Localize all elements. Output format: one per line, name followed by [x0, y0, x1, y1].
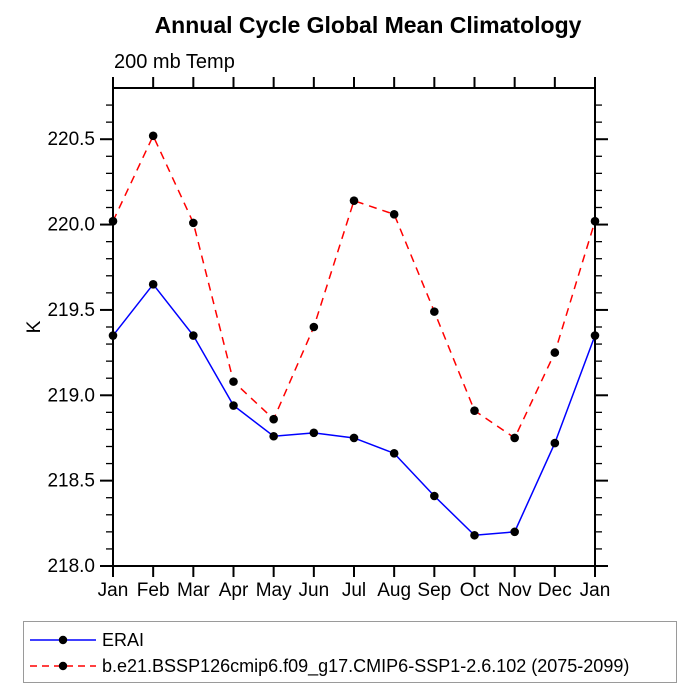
data-point-model — [510, 433, 519, 443]
data-point-erai — [108, 331, 118, 340]
legend-item-erai: ERAI — [30, 627, 676, 653]
data-point-model — [389, 210, 399, 219]
data-point-model — [550, 348, 560, 357]
data-point-erai — [309, 428, 319, 438]
data-point-erai — [269, 431, 278, 441]
model-line — [112, 134, 596, 440]
legend-label-erai: ERAI — [102, 629, 145, 650]
legend-item-model: b.e21.BSSP126cmip6.f09_g17.CMIP6-SSP1-2.… — [30, 653, 676, 679]
x-tick-label: Apr — [219, 580, 249, 601]
x-tick-label: Aug — [377, 580, 411, 601]
x-tick-label: Dec — [538, 580, 572, 601]
chart-title: Annual Cycle Global Mean Climatology — [154, 12, 582, 38]
y-tick-label: 220.0 — [47, 215, 95, 236]
data-point-model — [470, 406, 479, 415]
erai-line-swatch — [30, 635, 96, 645]
x-tick-label: Jan — [580, 580, 611, 601]
data-point-erai — [430, 491, 439, 501]
erai-line — [112, 283, 596, 537]
data-point-model — [229, 377, 238, 386]
y-tick-label: 219.5 — [47, 300, 95, 321]
y-tick-label: 220.5 — [47, 129, 95, 150]
legend: ERAI b.e21.BSSP126cmip6.f09_g17.CMIP6-SS… — [23, 621, 677, 683]
data-point-model — [108, 216, 118, 226]
data-point-model — [349, 196, 359, 205]
y-axis-unit-label: K — [24, 320, 45, 333]
data-point-erai — [510, 527, 519, 537]
data-point-erai — [389, 449, 399, 458]
plot-frame — [112, 87, 596, 567]
data-point-erai — [349, 433, 359, 443]
chart-subtitle: 200 mb Temp — [114, 51, 235, 73]
x-tick-label: Jul — [342, 580, 366, 601]
x-tick-label: Mar — [177, 580, 210, 601]
model-swatch-marker-icon — [58, 661, 68, 671]
data-point-model — [430, 307, 439, 316]
x-tick-label: Sep — [417, 580, 451, 601]
y-tick-label: 218.5 — [47, 471, 95, 492]
data-point-erai — [148, 280, 158, 289]
x-tick-label: Feb — [137, 580, 170, 601]
x-tick-label: May — [256, 580, 292, 601]
x-tick-label: Jun — [299, 580, 330, 601]
y-tick-label: 218.0 — [47, 556, 95, 577]
data-point-erai — [229, 401, 238, 410]
data-point-model — [189, 218, 198, 228]
legend-label-model: b.e21.BSSP126cmip6.f09_g17.CMIP6-SSP1-2.… — [102, 655, 630, 676]
data-point-erai — [590, 331, 600, 340]
erai-swatch-marker-icon — [58, 635, 68, 645]
x-tick-label: Nov — [498, 580, 532, 601]
y-tick-label: 219.0 — [47, 385, 95, 406]
data-point-erai — [189, 331, 198, 340]
data-point-model — [269, 414, 278, 424]
data-point-erai — [470, 530, 479, 540]
model-line-swatch — [30, 661, 96, 671]
data-point-model — [590, 216, 600, 226]
data-point-erai — [550, 438, 560, 448]
data-point-model — [148, 131, 158, 141]
data-point-model — [309, 322, 319, 332]
x-tick-label: Oct — [460, 580, 490, 601]
x-tick-label: Jan — [98, 580, 129, 601]
